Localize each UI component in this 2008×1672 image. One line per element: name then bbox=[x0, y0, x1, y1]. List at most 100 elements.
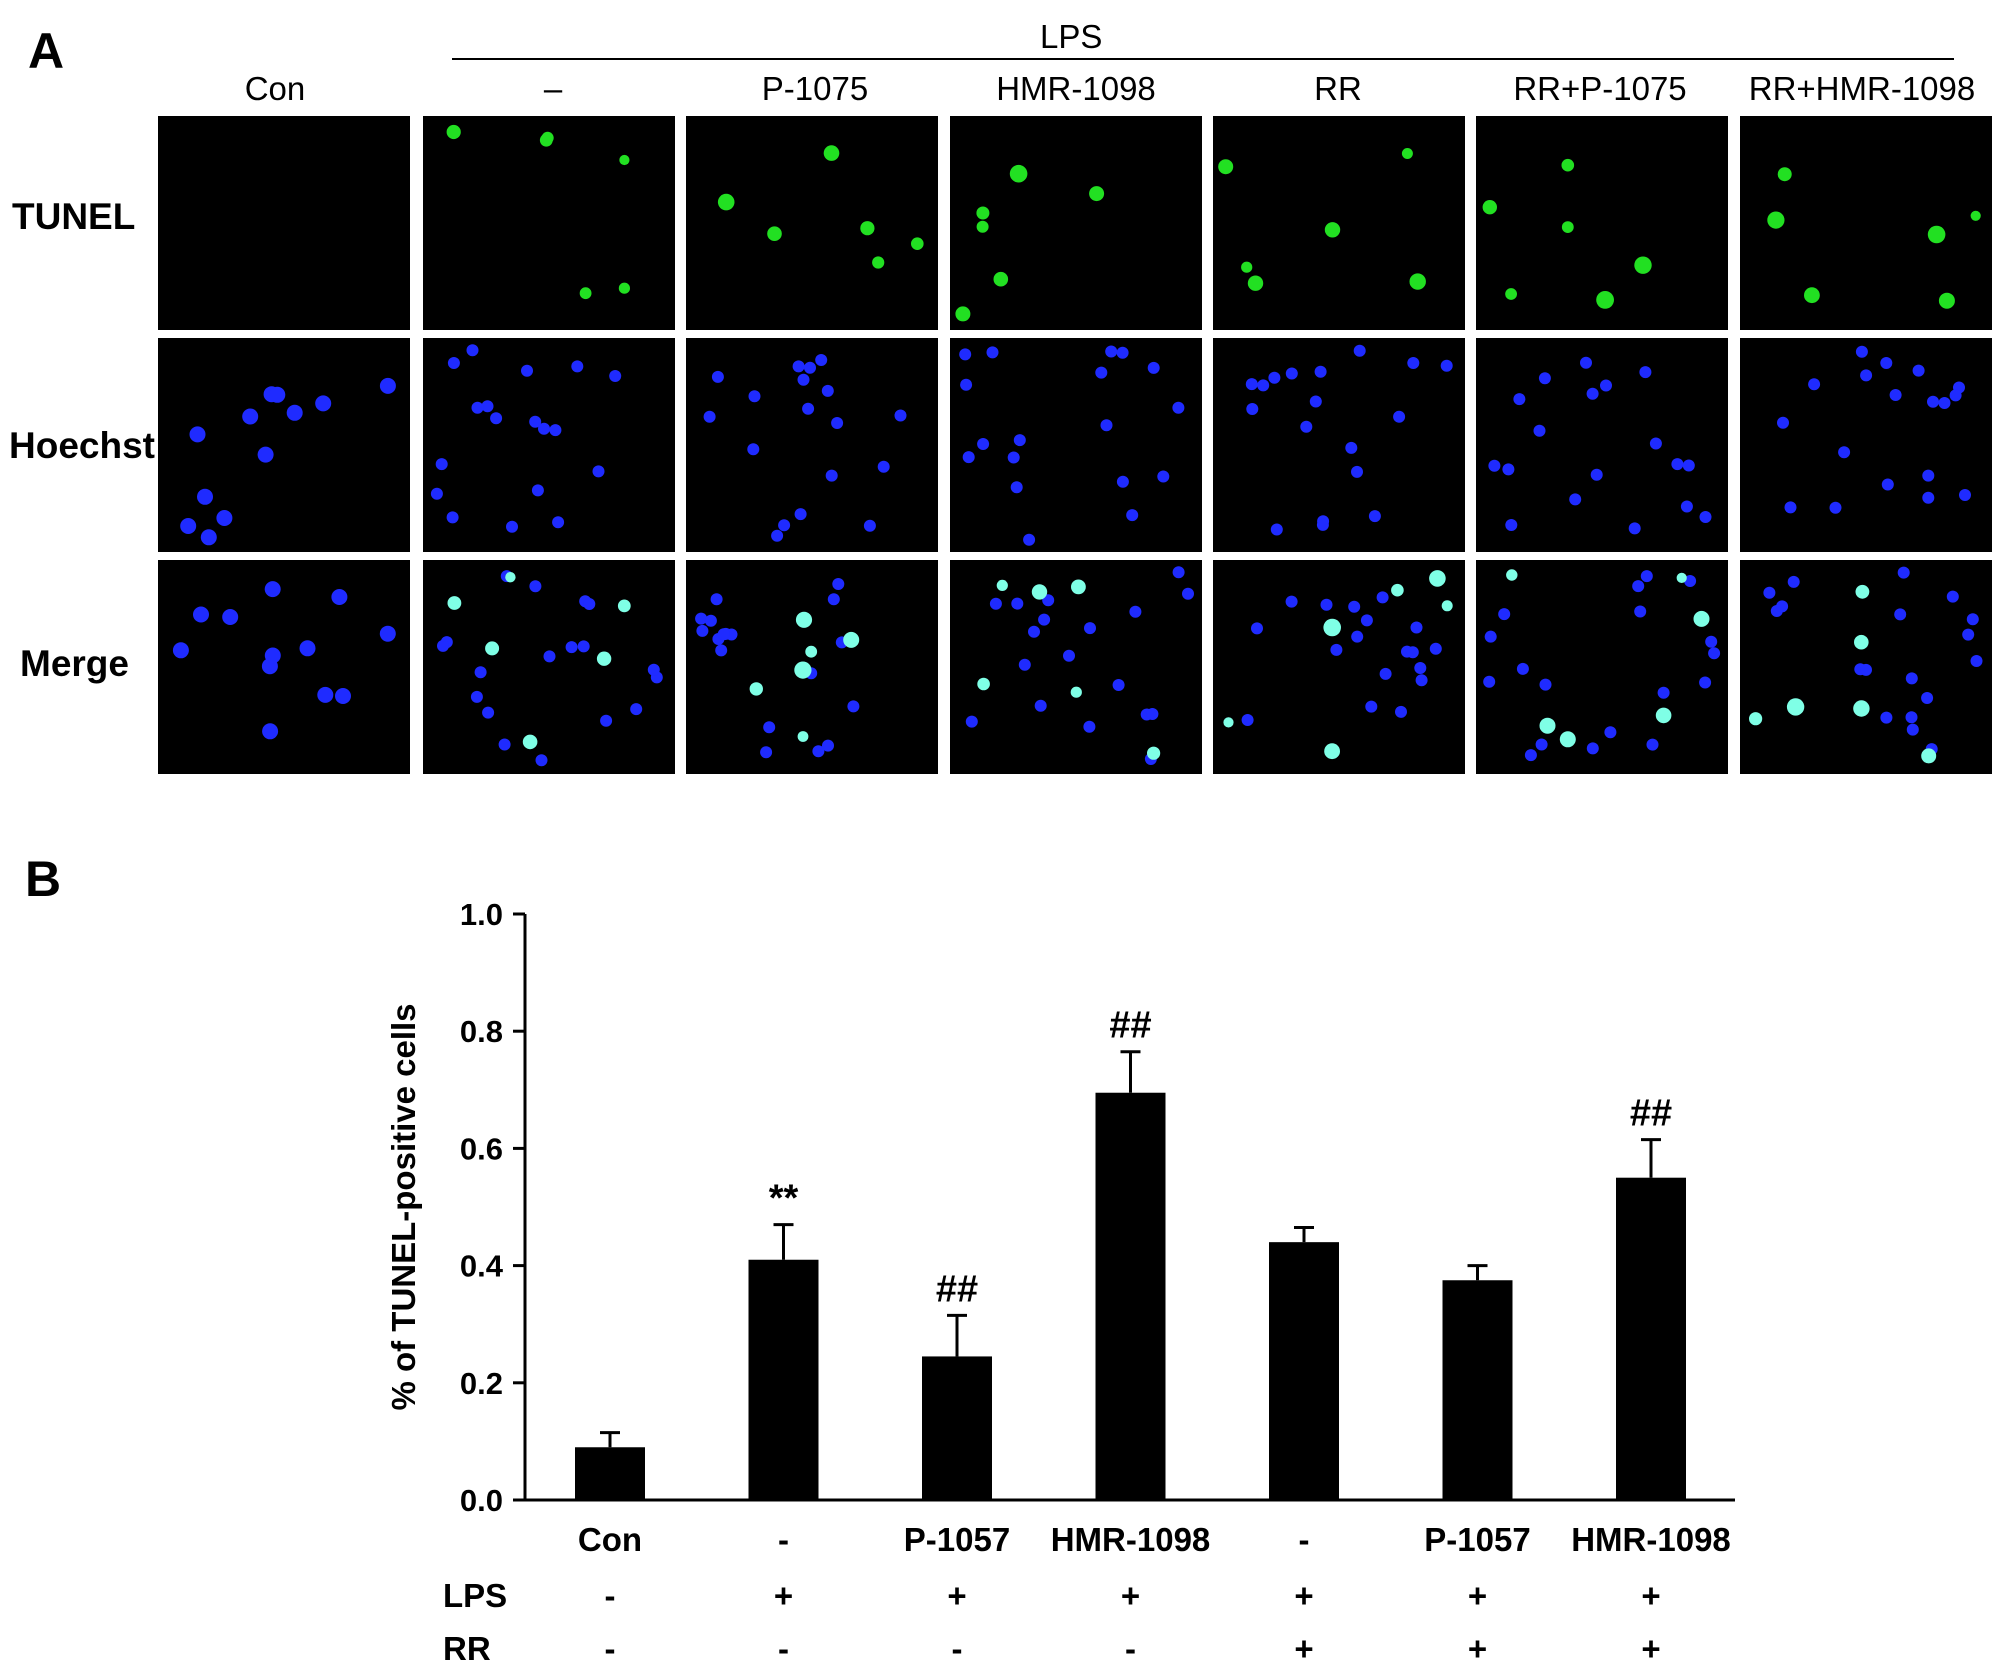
tunel-dot bbox=[1401, 148, 1413, 159]
micrograph-tile bbox=[158, 338, 410, 552]
nucleus-dot bbox=[200, 529, 217, 546]
nucleus-dot bbox=[1634, 605, 1647, 618]
tunel-dot bbox=[596, 651, 612, 666]
nucleus-dot bbox=[583, 598, 596, 610]
bar bbox=[1269, 1242, 1339, 1500]
nucleus-dot bbox=[1172, 566, 1185, 579]
nucleus-dot bbox=[977, 438, 990, 450]
nucleus-dot bbox=[1776, 600, 1789, 613]
nucleus-dot bbox=[1699, 511, 1712, 523]
nucleus-dot bbox=[609, 370, 622, 382]
tunel-dot bbox=[1676, 572, 1687, 584]
nucleus-dot bbox=[1010, 481, 1023, 494]
nucleus-dot bbox=[1300, 420, 1313, 433]
nucleus-dot bbox=[1393, 410, 1406, 423]
column-label-rr: RR bbox=[1314, 70, 1362, 107]
nucleus-dot bbox=[1524, 749, 1537, 762]
nucleus-dot bbox=[965, 715, 978, 728]
nucleus-dot bbox=[470, 690, 483, 703]
nucleus-dot bbox=[506, 520, 518, 533]
nucleus-dot bbox=[1787, 575, 1800, 588]
nucleus-dot bbox=[1309, 395, 1322, 408]
y-tick-label: 0.4 bbox=[460, 1249, 504, 1284]
tunel-dot bbox=[1324, 743, 1340, 760]
significance-annotation: ## bbox=[1630, 1093, 1672, 1135]
row-label-merge: Merge bbox=[20, 643, 129, 684]
nucleus-dot bbox=[630, 703, 643, 716]
nucleus-dot bbox=[531, 484, 544, 497]
row-label-hoechst: Hoechst bbox=[9, 425, 155, 466]
nucleus-dot bbox=[1708, 647, 1721, 660]
nucleus-dot bbox=[1680, 500, 1693, 513]
tunel-dot bbox=[1655, 707, 1672, 724]
nucleus-dot bbox=[1671, 458, 1684, 471]
bar bbox=[1442, 1280, 1513, 1500]
bar bbox=[1616, 1177, 1686, 1500]
nucleus-dot bbox=[1860, 369, 1873, 382]
tunel-dot bbox=[1429, 570, 1446, 587]
nucleus-dot bbox=[1889, 389, 1902, 401]
nucleus-dot bbox=[894, 409, 907, 422]
tunel-dot bbox=[977, 677, 990, 691]
bar bbox=[575, 1447, 645, 1500]
nucleus-dot bbox=[1628, 522, 1641, 535]
nucleus-dot bbox=[172, 642, 189, 659]
nucleus-dot bbox=[565, 641, 578, 654]
nucleus-dot bbox=[748, 390, 761, 403]
nucleus-dot bbox=[471, 401, 484, 414]
nucleus-dot bbox=[771, 529, 784, 542]
nucleus-dot bbox=[1590, 468, 1603, 481]
nucleus-dot bbox=[1042, 594, 1055, 607]
tunel-dot bbox=[795, 611, 813, 628]
x-category-label: Con bbox=[578, 1521, 642, 1558]
nucleus-dot bbox=[778, 519, 791, 532]
x-category-label: HMR-1098 bbox=[1571, 1521, 1731, 1558]
micrograph-grid bbox=[158, 116, 1992, 774]
tunel-dot bbox=[996, 579, 1008, 592]
nucleus-dot bbox=[1502, 463, 1515, 476]
nucleus-dot bbox=[1013, 434, 1026, 447]
nucleus-dot bbox=[1657, 686, 1670, 699]
bar-chart: 0.0 0.2 0.4 0.6 0.8 1.0 % of TUNEL-positive ce… bbox=[385, 897, 1735, 1667]
nucleus-dot bbox=[299, 640, 316, 657]
nucleus-dot bbox=[863, 519, 876, 532]
nucleus-dot bbox=[543, 650, 556, 663]
nucleus-dot bbox=[1586, 387, 1599, 400]
nucleus-dot bbox=[1569, 493, 1582, 506]
nucleus-dot bbox=[535, 754, 548, 767]
tunel-dot bbox=[1009, 164, 1028, 183]
nucleus-dot bbox=[1498, 608, 1511, 621]
tunel-dot bbox=[1441, 600, 1453, 612]
treatment-sign: - bbox=[1125, 1630, 1136, 1667]
nucleus-dot bbox=[1906, 723, 1919, 736]
tunel-dot bbox=[717, 193, 735, 211]
treatment-sign: + bbox=[1641, 1630, 1660, 1667]
y-tick-label: 0.2 bbox=[460, 1366, 503, 1401]
nucleus-dot bbox=[760, 746, 773, 759]
nucleus-dot bbox=[466, 344, 479, 357]
nucleus-dot bbox=[435, 458, 448, 471]
micrograph-tile bbox=[950, 560, 1202, 774]
nucleus-dot bbox=[1360, 614, 1373, 627]
nucleus-dot bbox=[1860, 663, 1872, 676]
nucleus-dot bbox=[1880, 711, 1893, 724]
tunel-dot bbox=[1482, 200, 1498, 215]
nucleus-dot bbox=[446, 511, 459, 524]
nucleus-dot bbox=[1488, 459, 1501, 472]
tunel-dot bbox=[1559, 731, 1576, 748]
tunel-dot bbox=[1804, 287, 1820, 304]
nucleus-dot bbox=[703, 410, 716, 423]
nucleus-dot bbox=[1365, 700, 1378, 713]
tunel-dot bbox=[797, 731, 809, 742]
micrograph-tile bbox=[686, 560, 938, 774]
treatment-row-label: RR bbox=[443, 1630, 491, 1667]
nucleus-dot bbox=[1684, 575, 1697, 587]
nucleus-dot bbox=[1938, 397, 1951, 409]
nucleus-dot bbox=[825, 469, 838, 482]
treatment-sign: + bbox=[1294, 1577, 1313, 1614]
nucleus-dot bbox=[1682, 459, 1695, 472]
nucleus-dot bbox=[1007, 451, 1020, 464]
nucleus-dot bbox=[821, 384, 834, 397]
tunel-dot bbox=[522, 734, 538, 750]
nucleus-dot bbox=[1100, 419, 1113, 432]
